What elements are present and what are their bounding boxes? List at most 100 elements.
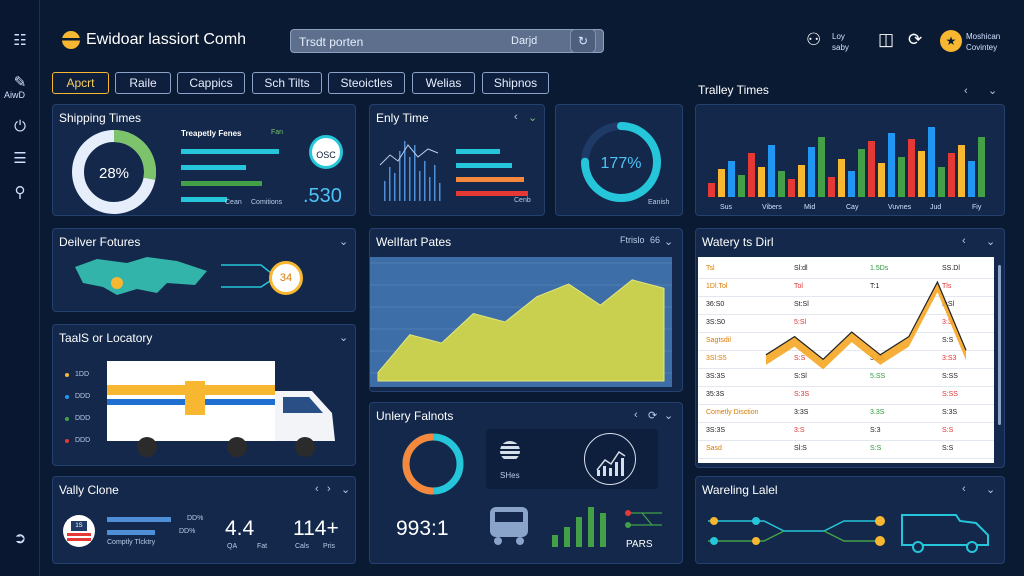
search-input[interactable] <box>299 33 499 50</box>
database-icon[interactable]: ◫ <box>878 30 895 49</box>
tralley-bar <box>838 159 845 197</box>
table-scrollbar[interactable] <box>998 265 1001 425</box>
spark-bar <box>404 141 406 201</box>
table-cell: Tls <box>942 283 952 290</box>
tab-shipnos[interactable]: Shipnos <box>482 72 549 94</box>
spark-line <box>379 144 439 166</box>
table-cell: S:3S <box>794 391 810 398</box>
world-map <box>75 257 207 295</box>
shipping-value: .530 <box>303 185 342 207</box>
tab-welias[interactable]: Welias <box>412 72 475 94</box>
tralley-x-label: Vuvnes <box>888 204 912 211</box>
table-cell: 3S:3S <box>706 427 726 434</box>
prev-icon[interactable]: ‹ <box>514 111 518 123</box>
truck-illustration <box>107 361 335 457</box>
tralley-bar <box>718 169 725 197</box>
table-cell: 3:S <box>794 427 805 434</box>
tab-sch-tilts[interactable]: Sch Tilts <box>252 72 322 94</box>
chevron-down-icon[interactable]: ⌄ <box>986 484 996 496</box>
chevron-down-icon[interactable]: ⌄ <box>988 85 998 97</box>
exit-icon[interactable]: ➲ <box>13 530 27 547</box>
tralley-bar <box>808 147 815 197</box>
tab-raile[interactable]: Raile <box>115 72 171 94</box>
table-row-divider <box>698 332 994 333</box>
next-icon[interactable]: › <box>327 483 331 495</box>
table-row-divider <box>698 386 994 387</box>
delivery-van-icon <box>901 514 989 553</box>
spark-bar <box>384 181 386 201</box>
avatar[interactable]: ★ <box>940 30 962 52</box>
tralley-x-label: Mid <box>804 204 815 211</box>
prev-icon[interactable]: ‹ <box>962 483 966 495</box>
dropdown[interactable]: Ftrislo <box>620 235 645 245</box>
chevron-down-icon[interactable]: ⌄ <box>664 410 674 422</box>
search-button[interactable]: ↻ <box>570 29 596 53</box>
search-scope[interactable]: Darjd <box>511 35 538 47</box>
panel-title: Vally Clone <box>59 483 119 497</box>
table-cell: 5.SS <box>870 373 886 380</box>
connector-dots <box>625 510 662 528</box>
shipping-bar <box>181 181 262 186</box>
chevron-down-icon[interactable]: ⌄ <box>528 112 538 124</box>
prev-icon[interactable]: ‹ <box>315 483 319 495</box>
unlery-falnots-panel: Unlery Falnots ‹ ⟳ ⌄ 993:1 SHes <box>369 402 683 564</box>
table-row-divider <box>698 440 994 441</box>
chevron-down-icon[interactable]: ⌄ <box>664 236 674 248</box>
shirt-icon[interactable]: ⚇ <box>806 30 822 49</box>
van-icon <box>490 507 528 545</box>
table-row-divider <box>698 404 994 405</box>
tralley-bar <box>758 167 765 197</box>
osc-badge: OSC <box>309 135 343 169</box>
table-cell: S:Sl <box>794 373 807 380</box>
grid-menu-icon[interactable]: ☷ <box>13 32 27 49</box>
table-row-divider <box>698 458 994 459</box>
unlery-donut <box>402 433 464 495</box>
table-cell: S:S <box>794 355 806 362</box>
tralley-bar <box>828 177 835 197</box>
vally-bar <box>107 517 171 522</box>
chevron-down-icon[interactable]: ⌄ <box>339 236 349 248</box>
tralley-times-panel: Tralley Times ‹ ⌄ Sus Vibers Mid Cay Vuvnes J… <box>695 83 1005 216</box>
chevron-down-icon[interactable]: ⌄ <box>986 236 996 248</box>
vally-footer: Comptly Tlcktry <box>107 539 156 546</box>
tab-cappics[interactable]: Cappics <box>177 72 245 94</box>
tralley-bar <box>728 161 735 197</box>
table-cell: SS.Dl <box>942 265 960 272</box>
power-icon[interactable]: ⏻ <box>14 118 26 135</box>
table-cell: Sasd <box>706 445 722 452</box>
badge-label: OSC <box>316 150 336 160</box>
panel-title: Shipping Times <box>59 111 142 125</box>
refresh-icon[interactable]: ⟳ <box>648 410 658 422</box>
shipping-times-panel: Shipping Times 28% Treapetly Fenes Fan C… <box>52 104 356 216</box>
badge-value: 34 <box>279 272 293 284</box>
tralley-bar <box>798 165 805 197</box>
prev-icon[interactable]: ‹ <box>964 85 968 97</box>
tralley-x-label: Cay <box>846 204 859 211</box>
tab-steoictles[interactable]: Steoictles <box>328 72 405 94</box>
spark-bar <box>439 183 441 201</box>
tralley-bar <box>738 175 745 197</box>
panel-title: TaalS or Locatory <box>59 331 153 345</box>
tralley-bar <box>768 145 775 197</box>
table-cell: St:Sl <box>794 301 809 308</box>
prev-icon[interactable]: ‹ <box>634 409 638 421</box>
sync-icon[interactable]: ⟳ <box>908 30 923 49</box>
legend-label: 1DD <box>75 371 90 378</box>
table-row-divider <box>698 368 994 369</box>
list-icon[interactable]: ☰ <box>13 150 27 167</box>
clipboard-icon[interactable]: ✎ <box>13 74 27 91</box>
pars-label: PARS <box>626 539 653 550</box>
table-cell: Sl:dl <box>794 265 808 272</box>
table-cell: Tsl <box>706 265 715 272</box>
table-cell: S:SS <box>942 391 958 398</box>
flag-badge-icon: 1S <box>63 515 95 547</box>
chevron-down-icon[interactable]: ⌄ <box>339 332 349 344</box>
legend-dot <box>65 373 69 377</box>
tab-apcrt[interactable]: Apcrt <box>52 72 109 94</box>
watery-overlay-chart <box>765 280 967 370</box>
search-people-icon[interactable]: ⚲ <box>14 184 26 201</box>
vally-clone-panel: Vally Clone ‹ › ⌄ 1S DD% DD% Comptly Tlc… <box>52 476 356 564</box>
donut-label: 28% <box>99 165 129 182</box>
prev-icon[interactable]: ‹ <box>962 235 966 247</box>
chevron-down-icon[interactable]: ⌄ <box>341 484 351 496</box>
